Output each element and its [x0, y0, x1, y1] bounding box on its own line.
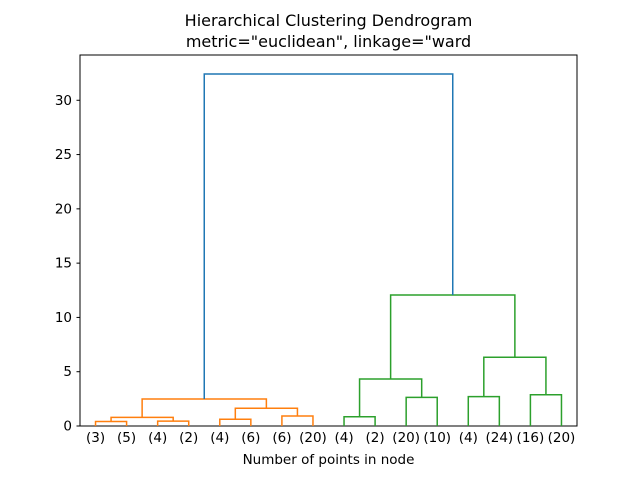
y-tick-label: 20 — [55, 201, 72, 217]
x-axis-leaf-labels: (3) (5) (4) (2) (4) (6) (6) (20) (4) (2) (20) (10)(… — [86, 430, 575, 446]
leaf-count-label: (20) — [299, 430, 327, 446]
dendrogram-link-L1 — [156, 420, 190, 426]
y-tick-label: 25 — [55, 147, 72, 163]
leaf-count-label: (20) — [392, 430, 420, 446]
dendrogram-link-L8 — [405, 396, 438, 426]
chart-title-block: Hierarchical Clustering Dendrogram metri… — [80, 10, 577, 52]
chart-title: Hierarchical Clustering Dendrogram — [184, 11, 473, 30]
dendrogram-link-L13 — [389, 294, 516, 379]
y-tick-label: 10 — [55, 310, 72, 326]
leaf-count-label: (4) — [148, 430, 167, 446]
leaf-count-label: (3) — [86, 430, 105, 446]
dendrogram-link-L4 — [281, 415, 314, 426]
chart-subtitle: metric="euclidean", linkage="ward — [185, 32, 472, 51]
leaf-count-label: (24) — [485, 430, 513, 446]
dendrogram-links — [94, 73, 563, 426]
leaf-count-label: (6) — [272, 430, 291, 446]
dendrogram-link-L11 — [529, 393, 563, 426]
leaf-count-label: (2) — [179, 430, 198, 446]
y-tick-label: 15 — [55, 256, 72, 272]
dendrogram-link-L14 — [203, 73, 454, 399]
leaf-count-label: (4) — [459, 430, 478, 446]
dendrogram-link-L0 — [94, 420, 128, 426]
dendrogram-link-L6 — [141, 398, 268, 418]
leaf-count-label: (5) — [117, 430, 136, 446]
dendrogram-link-L3 — [219, 418, 252, 426]
axes-frame — [79, 54, 578, 427]
dendrogram-link-L12 — [483, 356, 547, 397]
y-tick-label: 30 — [55, 93, 72, 109]
leaf-count-label: (6) — [241, 430, 260, 446]
leaf-count-label: (4) — [210, 430, 229, 446]
y-axis-ticks: 0 5 10 15 20 25 30 — [55, 93, 80, 435]
dendrogram-link-L5 — [234, 407, 299, 420]
x-axis-title: Number of points in node — [242, 452, 415, 468]
leaf-count-label: (4) — [334, 430, 353, 446]
dendrogram-link-L7 — [343, 416, 376, 426]
leaf-count-label: (10) — [423, 430, 451, 446]
y-tick-label: 0 — [63, 419, 72, 435]
leaf-count-label: (16) — [517, 430, 545, 446]
dendrogram-link-L10 — [467, 395, 501, 426]
leaf-count-label: (2) — [366, 430, 385, 446]
leaf-count-label: (20) — [548, 430, 576, 446]
y-tick-label: 5 — [63, 364, 72, 380]
